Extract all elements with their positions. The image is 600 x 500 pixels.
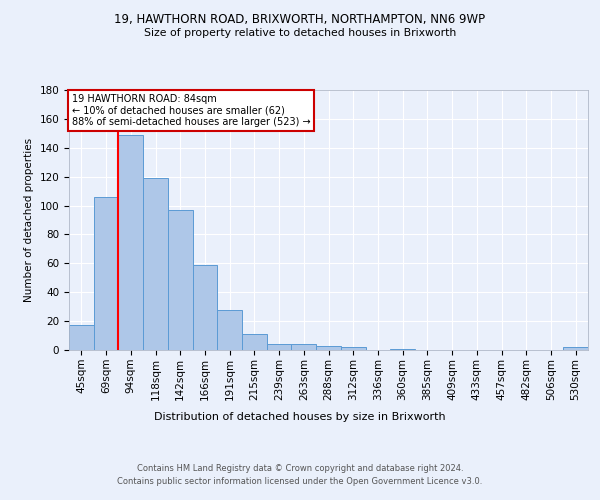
Bar bbox=[390, 348, 415, 350]
Bar bbox=[69, 326, 94, 350]
Bar bbox=[193, 265, 217, 350]
Text: 19 HAWTHORN ROAD: 84sqm
← 10% of detached houses are smaller (62)
88% of semi-de: 19 HAWTHORN ROAD: 84sqm ← 10% of detache… bbox=[71, 94, 310, 127]
Bar bbox=[267, 344, 292, 350]
Bar bbox=[217, 310, 242, 350]
Text: Contains HM Land Registry data © Crown copyright and database right 2024.: Contains HM Land Registry data © Crown c… bbox=[137, 464, 463, 473]
Text: Distribution of detached houses by size in Brixworth: Distribution of detached houses by size … bbox=[154, 412, 446, 422]
Text: Contains public sector information licensed under the Open Government Licence v3: Contains public sector information licen… bbox=[118, 478, 482, 486]
Bar bbox=[316, 346, 341, 350]
Bar bbox=[143, 178, 168, 350]
Bar bbox=[94, 197, 118, 350]
Bar bbox=[118, 135, 143, 350]
Bar bbox=[168, 210, 193, 350]
Y-axis label: Number of detached properties: Number of detached properties bbox=[24, 138, 34, 302]
Bar bbox=[292, 344, 316, 350]
Bar bbox=[341, 347, 365, 350]
Text: 19, HAWTHORN ROAD, BRIXWORTH, NORTHAMPTON, NN6 9WP: 19, HAWTHORN ROAD, BRIXWORTH, NORTHAMPTO… bbox=[115, 12, 485, 26]
Bar bbox=[563, 347, 588, 350]
Bar bbox=[242, 334, 267, 350]
Text: Size of property relative to detached houses in Brixworth: Size of property relative to detached ho… bbox=[144, 28, 456, 38]
